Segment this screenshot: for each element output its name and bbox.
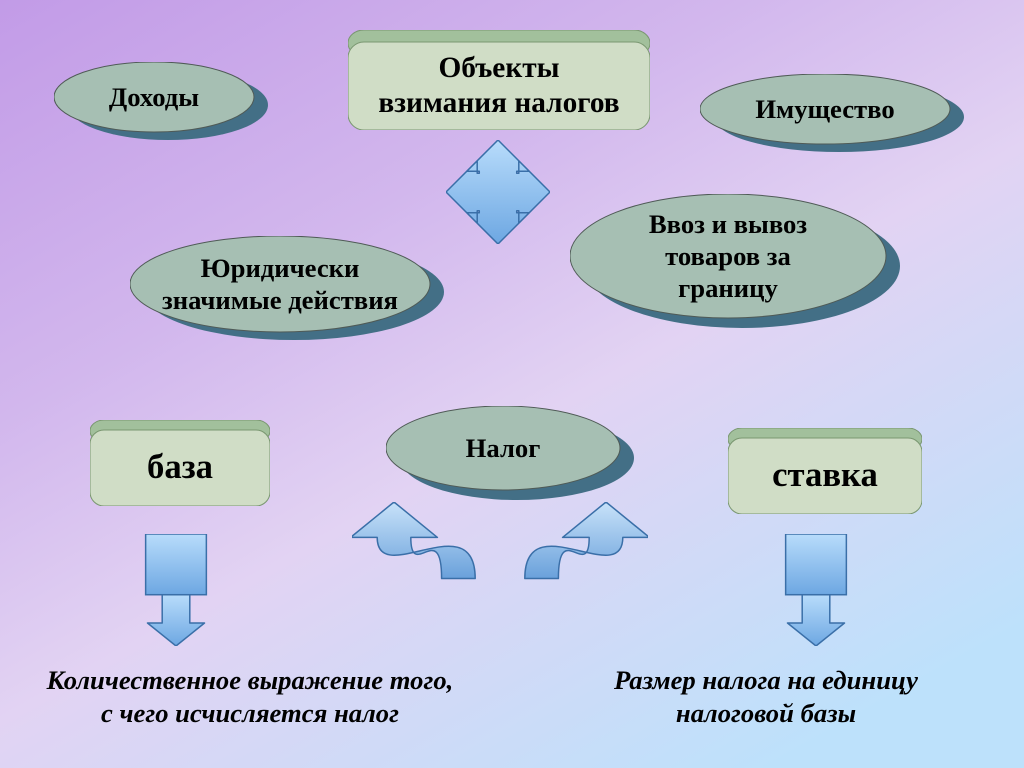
node-base: база — [90, 420, 270, 506]
node-title-label: Объектывзимания налогов — [348, 42, 650, 130]
node-property: Имущество — [700, 74, 964, 152]
curve-arrow-right-icon — [508, 502, 648, 620]
node-base-label: база — [90, 430, 270, 506]
node-title: Объектывзимания налогов — [348, 30, 650, 130]
caption-right: Размер налога на единицуналоговой базы — [556, 664, 976, 731]
caption-left: Количественное выражение того,с чего исч… — [40, 664, 460, 731]
node-income: Доходы — [54, 62, 268, 140]
node-tax: Налог — [386, 406, 634, 500]
four-way-arrow-icon — [446, 140, 550, 244]
node-rate-label: ставка — [728, 438, 922, 514]
node-legal-label: Юридическизначимые действия — [130, 236, 430, 332]
node-property-label: Имущество — [700, 74, 950, 144]
down-arrow-right-icon — [770, 534, 862, 646]
node-transit-label: Ввоз и вывозтоваров заграницу — [570, 194, 886, 318]
node-rate: ставка — [728, 428, 922, 514]
node-transit: Ввоз и вывозтоваров заграницу — [570, 194, 900, 328]
down-arrow-left-icon — [130, 534, 222, 646]
curve-arrow-left-icon — [352, 502, 492, 620]
node-tax-label: Налог — [386, 406, 620, 490]
node-income-label: Доходы — [54, 62, 254, 132]
node-legal: Юридическизначимые действия — [130, 236, 444, 340]
